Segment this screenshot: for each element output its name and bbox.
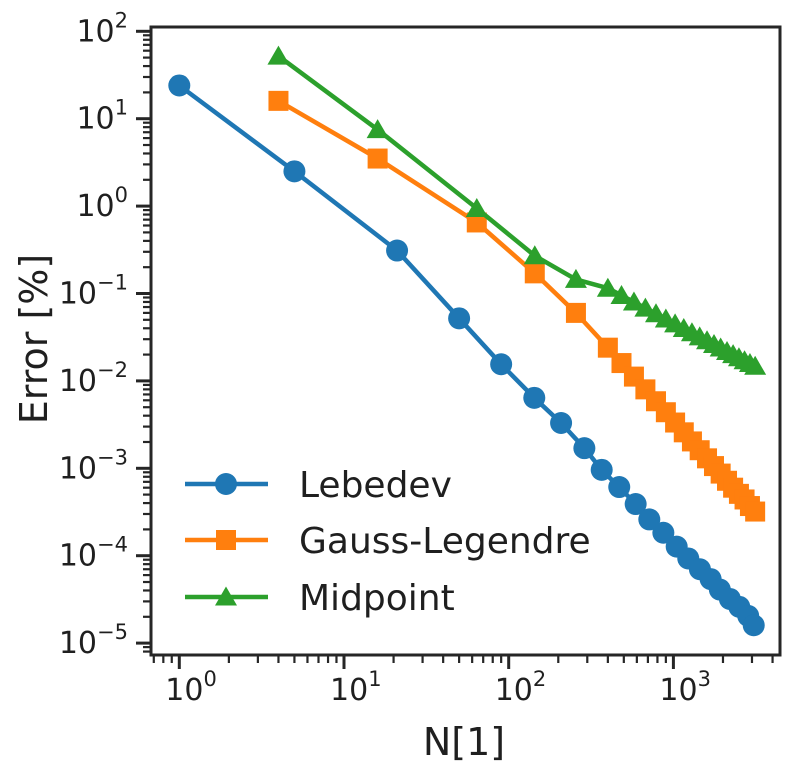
x-tick-label-1e3: 103 bbox=[659, 667, 711, 708]
data-point-square bbox=[216, 530, 236, 550]
data-point-square bbox=[367, 148, 388, 169]
y-tick-label-1e-3: 10−3 bbox=[59, 445, 128, 486]
data-point-circle bbox=[386, 239, 409, 262]
legend-item-gauss-legendre: Gauss-Legendre bbox=[185, 521, 591, 562]
y-tick-label-1e-4: 10−4 bbox=[59, 533, 128, 574]
y-axis-label: Error [%] bbox=[12, 254, 56, 424]
series-lebedev-markers bbox=[168, 74, 765, 637]
data-point-circle bbox=[490, 353, 513, 376]
y-tick-label-1e-2: 10−2 bbox=[59, 358, 128, 399]
x-tick-label-1e2: 102 bbox=[495, 667, 547, 708]
tick-labels: 100 101 102 103 102 101 100 10−1 10−2 10−3 10−4 10−… bbox=[59, 8, 711, 708]
y-tick-label-1e-1: 10−1 bbox=[59, 271, 128, 312]
x-axis-label: N[1] bbox=[423, 720, 505, 764]
series-midpoint-markers bbox=[267, 45, 767, 375]
data-point-circle bbox=[608, 476, 631, 499]
data-point-square bbox=[745, 501, 766, 522]
y-tick-label-1e1: 101 bbox=[76, 96, 128, 137]
legend-label-gauss-legendre: Gauss-Legendre bbox=[299, 521, 591, 562]
data-point-triangle bbox=[634, 297, 657, 317]
data-point-square bbox=[565, 302, 586, 323]
data-point-circle bbox=[215, 473, 237, 495]
series-gauss-legendre bbox=[268, 90, 766, 522]
series-lebedev bbox=[168, 74, 765, 637]
data-point-circle bbox=[283, 160, 306, 183]
legend-item-lebedev: Lebedev bbox=[185, 465, 452, 506]
y-tick-label-1e-5: 10−5 bbox=[59, 620, 128, 661]
data-point-square bbox=[268, 90, 289, 111]
legend: Lebedev Gauss-Legendre Midpoint bbox=[185, 465, 591, 619]
x-tick-label-1e1: 101 bbox=[330, 667, 382, 708]
data-point-triangle bbox=[610, 284, 633, 304]
data-point-triangle bbox=[596, 277, 619, 297]
data-point-square bbox=[597, 337, 618, 358]
data-point-triangle bbox=[622, 291, 645, 311]
plot-frame bbox=[149, 25, 782, 657]
data-point-triangle bbox=[744, 355, 767, 375]
data-point-circle bbox=[590, 458, 613, 481]
data-point-triangle bbox=[465, 197, 488, 217]
data-point-circle bbox=[523, 386, 546, 409]
legend-label-lebedev: Lebedev bbox=[299, 465, 452, 506]
y-tick-label-1e2: 102 bbox=[76, 8, 128, 49]
data-point-circle bbox=[168, 74, 191, 97]
data-point-triangle bbox=[215, 586, 237, 606]
data-point-square bbox=[524, 263, 545, 284]
data-point-triangle bbox=[267, 45, 290, 65]
series-gauss-legendre-markers bbox=[268, 90, 766, 522]
x-tick-label-1e0: 100 bbox=[165, 667, 217, 708]
data-point-circle bbox=[448, 307, 471, 330]
data-point-circle bbox=[624, 493, 647, 516]
data-point-circle bbox=[573, 437, 596, 460]
data-point-circle bbox=[550, 411, 573, 434]
data-point-square bbox=[466, 212, 487, 233]
data-point-circle bbox=[652, 521, 675, 544]
data-point-circle bbox=[638, 508, 661, 531]
legend-label-midpoint: Midpoint bbox=[299, 578, 455, 619]
data-point-triangle bbox=[366, 119, 389, 139]
data-point-circle bbox=[742, 614, 765, 637]
data-point-triangle bbox=[564, 268, 587, 288]
y-tick-label-1e0: 100 bbox=[76, 183, 128, 224]
data-point-triangle bbox=[523, 245, 546, 265]
series-midpoint bbox=[267, 45, 767, 375]
series-layer bbox=[168, 45, 767, 637]
legend-item-midpoint: Midpoint bbox=[185, 578, 455, 619]
